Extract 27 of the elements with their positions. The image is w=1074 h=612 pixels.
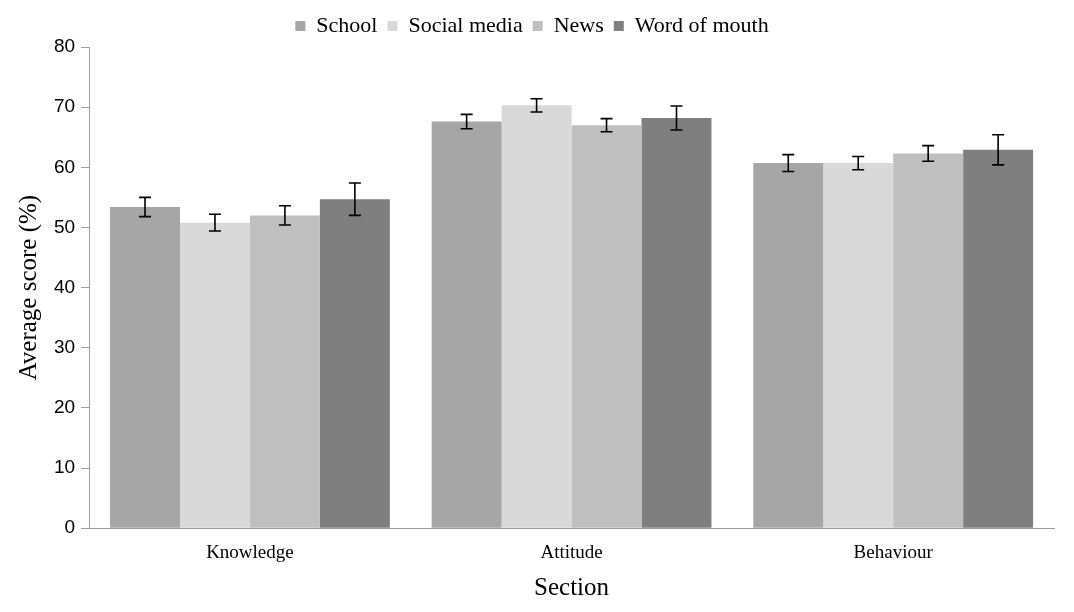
y-tick-label: 30 <box>53 335 76 357</box>
y-tick-label: 40 <box>53 275 76 297</box>
bar <box>319 199 390 528</box>
y-tick-label: 0 <box>64 516 76 538</box>
bar <box>571 125 642 528</box>
legend-label: School <box>316 11 378 37</box>
y-tick-label: 80 <box>53 35 76 57</box>
y-tick-label: 70 <box>53 95 76 117</box>
legend-label: News <box>553 11 604 37</box>
y-tick-label: 10 <box>53 456 76 478</box>
bar <box>823 163 894 528</box>
bar <box>249 215 320 528</box>
legend-label: Word of mouth <box>634 11 769 37</box>
y-tick-label: 60 <box>53 155 76 177</box>
x-axis-title: Section <box>534 572 610 600</box>
y-axis-title: Average score (%) <box>13 194 42 381</box>
x-tick-label: Knowledge <box>206 540 294 562</box>
x-tick-label: Attitude <box>540 540 603 562</box>
x-tick-label: Behaviour <box>853 540 934 562</box>
y-tick-label: 50 <box>53 215 76 237</box>
bar <box>893 153 964 528</box>
bar <box>641 117 712 528</box>
bar <box>179 222 250 528</box>
y-tick-label: 20 <box>53 396 76 418</box>
legend-label: Social media <box>408 11 523 37</box>
bar <box>963 149 1034 528</box>
bar <box>501 105 572 528</box>
